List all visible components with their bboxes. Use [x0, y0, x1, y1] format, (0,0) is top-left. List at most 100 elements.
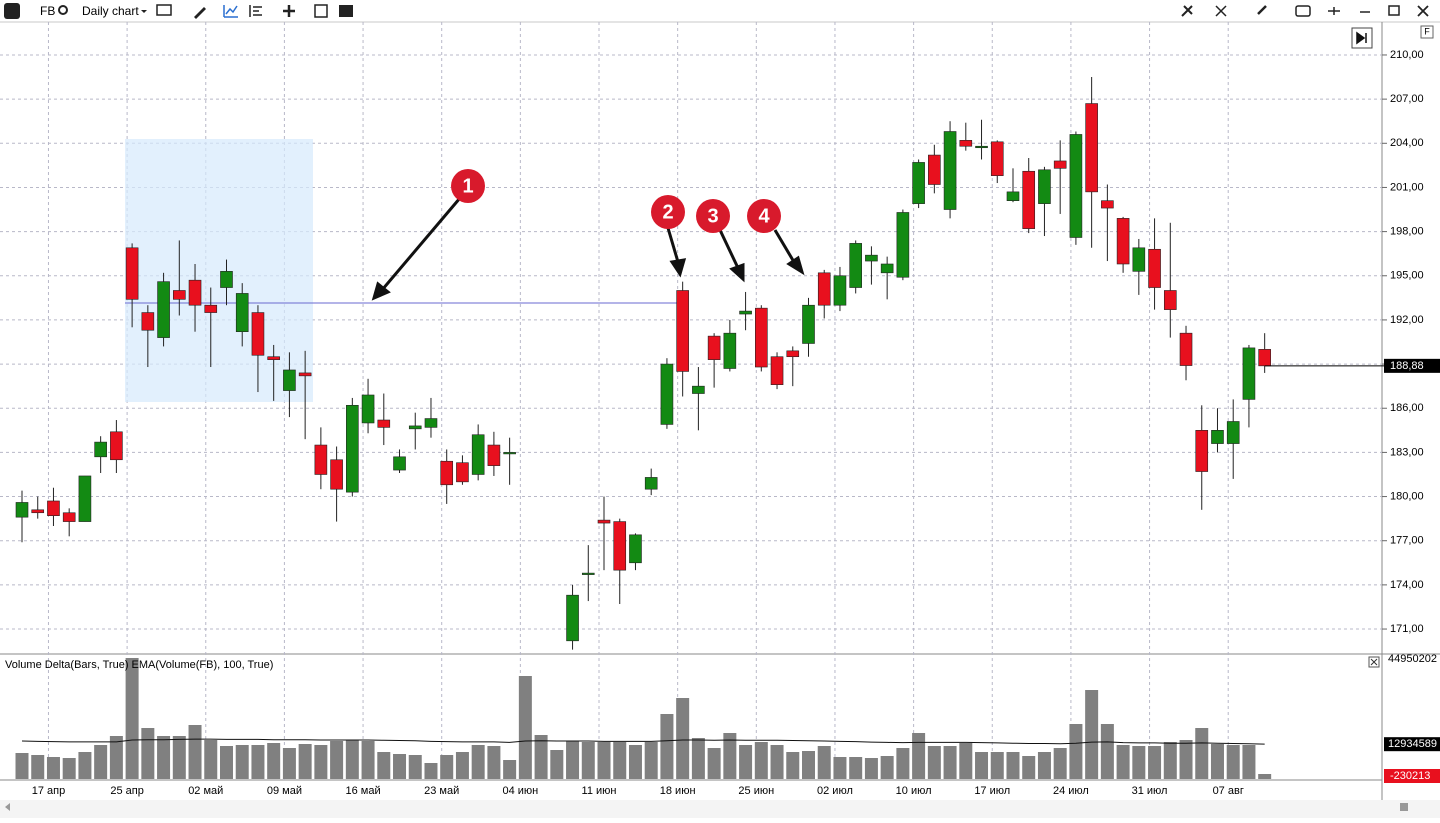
monitor-icon[interactable] — [156, 4, 172, 16]
app-logo[interactable] — [4, 3, 20, 19]
scrollbar[interactable] — [0, 800, 1440, 818]
candle-body — [94, 441, 107, 458]
draw-icon[interactable] — [194, 7, 206, 19]
chart-kind[interactable]: Daily chart — [82, 4, 139, 18]
volume-bar — [235, 744, 249, 779]
annotation-badge — [696, 199, 730, 233]
volume-bar — [267, 742, 281, 779]
last-price-box — [1384, 358, 1440, 373]
panel-icon[interactable] — [339, 5, 353, 17]
volume-bar — [377, 752, 391, 779]
volume-bar — [15, 752, 29, 779]
candle-body — [283, 369, 296, 391]
volume-bar — [109, 736, 123, 779]
volume-bar — [566, 740, 580, 779]
search-icon[interactable] — [58, 5, 68, 15]
close[interactable] — [1417, 5, 1429, 17]
maximize[interactable] — [1388, 5, 1400, 16]
volume-bar — [251, 744, 265, 779]
annotation-label: 2 — [662, 201, 673, 223]
x-tick-label: 09 май — [267, 785, 302, 797]
candle-body — [755, 307, 768, 368]
volume-bar — [1053, 748, 1067, 779]
y-tick-label: 174,00 — [1390, 579, 1424, 591]
candle-body — [267, 356, 280, 360]
x-tick-label: 04 июн — [502, 785, 538, 797]
volume-bar — [141, 727, 155, 779]
volume-bar — [219, 746, 233, 779]
candle-body — [471, 434, 485, 475]
pin-icon[interactable] — [1328, 7, 1340, 15]
volume-bar — [927, 746, 941, 779]
candle-body — [770, 356, 784, 385]
volume-bar — [314, 744, 328, 779]
volume-bar — [628, 744, 642, 779]
volume-bar — [455, 752, 469, 779]
y-tick-label: 180,00 — [1390, 490, 1424, 502]
volume-bar — [188, 725, 202, 779]
candle-body — [1258, 349, 1271, 367]
volume-bar — [912, 733, 926, 779]
candle-body — [141, 312, 155, 331]
candle-body — [817, 272, 831, 306]
candle-body — [786, 350, 800, 358]
volume-bar — [817, 746, 831, 779]
candle-body — [1101, 200, 1114, 209]
candle-body — [235, 293, 249, 333]
toolbar — [0, 0, 1440, 22]
svg-text:F: F — [1424, 26, 1430, 36]
candle-body — [393, 456, 406, 471]
volume-bar — [94, 744, 108, 779]
indicator-icon[interactable] — [223, 5, 238, 18]
camera-icon[interactable] — [1295, 5, 1311, 17]
candle-body — [739, 310, 752, 315]
candle-body — [31, 509, 45, 514]
ema-last-label: 12934589 — [1388, 738, 1437, 750]
candle-body — [692, 385, 705, 394]
volume-bar — [880, 756, 894, 779]
volume-bar — [786, 752, 800, 779]
link-icon[interactable] — [1257, 5, 1267, 15]
candle-body — [110, 431, 123, 461]
volume-bar — [770, 744, 784, 779]
last-price-label: 188,88 — [1390, 360, 1424, 372]
y-tick-label: 186,00 — [1390, 402, 1424, 414]
candle-body — [173, 290, 186, 300]
window-icon[interactable] — [314, 4, 328, 18]
add-icon[interactable] — [283, 5, 295, 17]
volume-bar — [471, 744, 485, 779]
volume-bar — [1242, 744, 1256, 779]
candle-body — [629, 534, 642, 564]
candle-body — [975, 145, 988, 149]
tools-icon[interactable] — [1181, 5, 1193, 17]
candle-body — [566, 594, 579, 642]
annotation-badge — [651, 195, 685, 229]
layout-icon[interactable] — [249, 5, 262, 17]
volume-bar — [282, 748, 296, 779]
volume-bar — [487, 746, 501, 779]
f-button[interactable] — [1420, 25, 1434, 39]
x-tick-label: 31 июл — [1132, 785, 1168, 797]
candle-body — [314, 444, 328, 475]
x-tick-label: 02 май — [188, 785, 223, 797]
volume-bar — [660, 713, 674, 779]
x-tick-label: 24 июл — [1053, 785, 1089, 797]
candle-body — [1226, 421, 1240, 444]
volume-bar — [503, 760, 517, 779]
candle-body — [1116, 218, 1130, 265]
ema-line — [21, 738, 1265, 745]
volume-bar — [518, 676, 532, 779]
candle-body — [802, 304, 815, 344]
cross-icon[interactable] — [1215, 5, 1227, 17]
volume-bar — [644, 742, 658, 779]
candle-body — [912, 162, 925, 204]
x-tick-label: 10 июл — [896, 785, 932, 797]
volume-bar — [613, 742, 627, 779]
candle-body — [660, 363, 674, 425]
volume-bar — [864, 758, 878, 779]
candle-body — [849, 243, 862, 288]
symbol[interactable]: FB — [40, 4, 55, 18]
volume-bar — [345, 740, 359, 779]
candle-body — [188, 279, 202, 306]
